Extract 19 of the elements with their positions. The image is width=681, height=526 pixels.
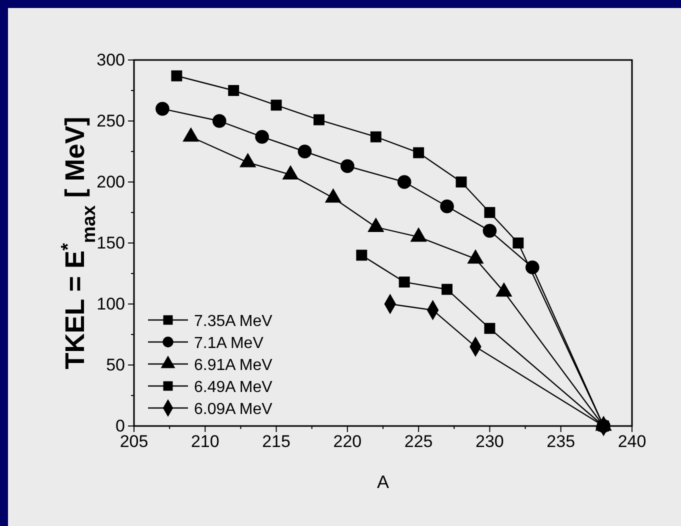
legend-label: 6.49A MeV: [194, 379, 273, 396]
y-tick-label: 300: [96, 50, 125, 70]
legend-label: 6.09A MeV: [194, 401, 273, 418]
x-tick-label: 215: [262, 432, 290, 452]
x-tick-label: 225: [404, 432, 433, 452]
x-tick-label: 230: [476, 432, 504, 452]
x-tick-label: 235: [546, 432, 576, 452]
legend-label: 7.1A MeV: [194, 335, 264, 352]
x-tick-label: 240: [618, 432, 646, 452]
legend-label: 6.91A MeV: [194, 357, 273, 374]
y-tick-label: 100: [96, 294, 125, 314]
x-tick-label: 220: [333, 432, 362, 452]
x-tick-label: 210: [190, 432, 220, 452]
y-tick-label: 250: [96, 111, 125, 130]
x-axis-title: A: [376, 472, 390, 492]
legend-label: 7.35A MeV: [194, 313, 273, 330]
y-tick-label: 50: [106, 355, 125, 374]
y-tick-label: 200: [96, 172, 125, 192]
y-tick-label: 150: [96, 233, 125, 252]
